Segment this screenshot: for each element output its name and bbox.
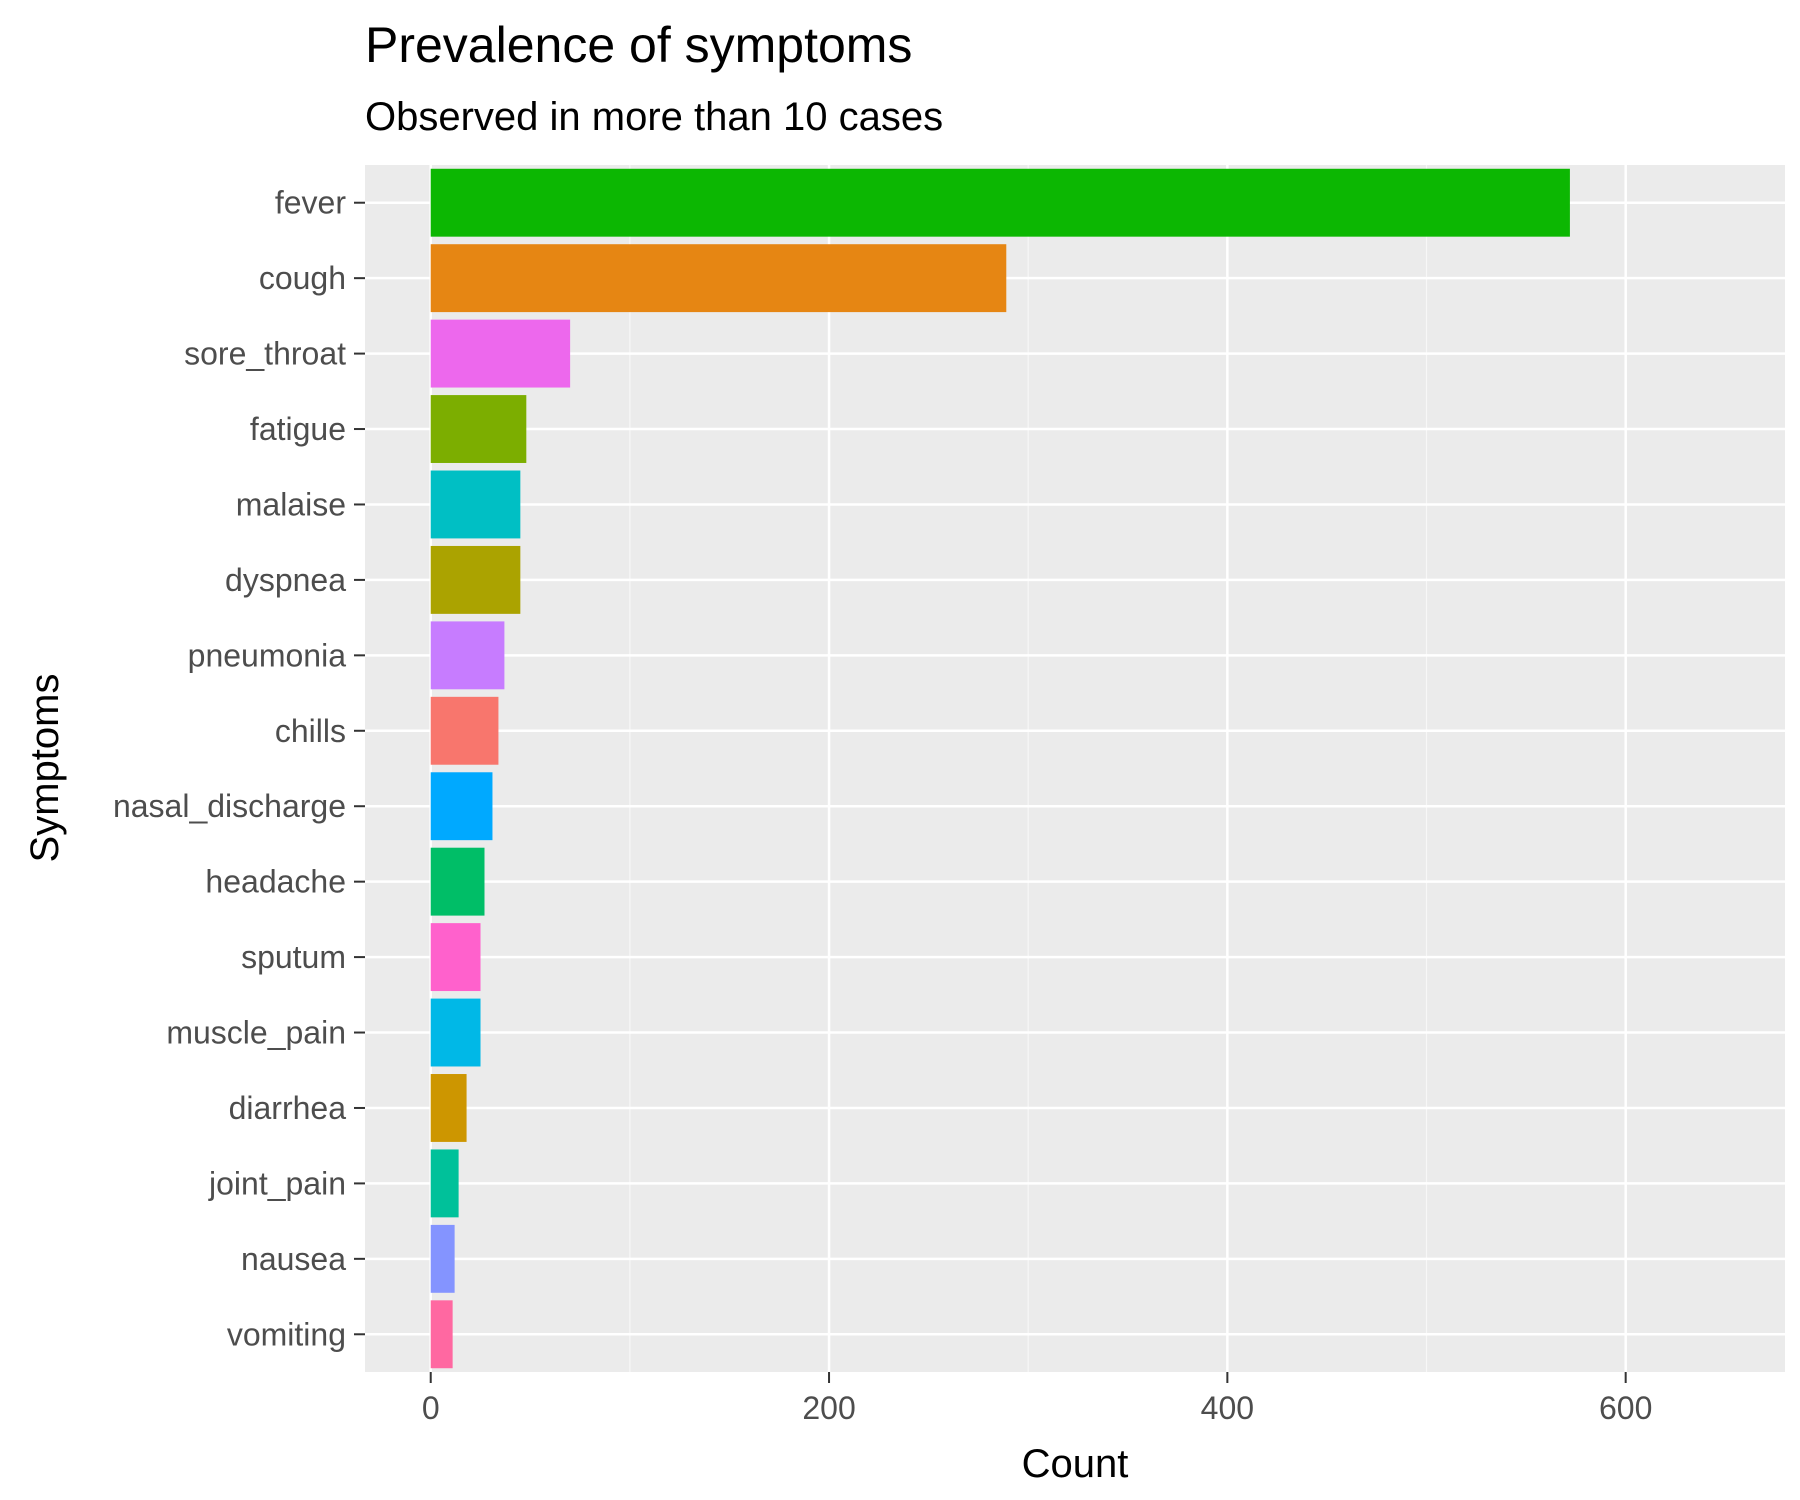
bar-fatigue <box>430 395 527 463</box>
bar-diarrhea <box>430 1074 467 1142</box>
y-tick-label: sore_throat <box>184 336 346 372</box>
bar-fever <box>430 168 1570 237</box>
y-axis-title: Symptoms <box>23 674 67 863</box>
bar-sore_throat <box>430 319 571 388</box>
grid-minor <box>629 165 1428 1372</box>
y-tick-label: chills <box>275 713 346 749</box>
y-tick-label: fatigue <box>250 411 346 447</box>
bars <box>430 168 1570 1369</box>
x-tick-label: 600 <box>1599 1390 1652 1426</box>
y-tick-label: nasal_discharge <box>113 788 346 824</box>
bar-joint_pain <box>430 1149 459 1218</box>
x-axis: 0 200 400 600 <box>422 1372 1652 1426</box>
grid-major <box>365 165 1785 1372</box>
y-tick-label: joint_pain <box>208 1165 346 1201</box>
y-tick-label: nausea <box>241 1241 346 1277</box>
bar-sputum <box>430 923 481 992</box>
bar-dyspnea <box>430 545 521 614</box>
y-tick-label: headache <box>205 864 346 900</box>
plot-panel <box>365 165 1785 1372</box>
y-tick-label: sputum <box>241 939 346 975</box>
bar-pneumonia <box>430 621 505 690</box>
bar-nausea <box>430 1224 455 1293</box>
x-tick-label: 0 <box>422 1390 440 1426</box>
x-axis-title: Count <box>1022 1442 1129 1486</box>
chart-subtitle: Observed in more than 10 cases <box>365 95 943 139</box>
y-tick-label: pneumonia <box>188 637 347 673</box>
y-tick-label: dyspnea <box>225 562 346 598</box>
y-tick-label: muscle_pain <box>166 1015 346 1051</box>
x-tick-label: 400 <box>1201 1390 1254 1426</box>
y-tick-label: diarrhea <box>229 1090 347 1126</box>
y-tick-label: cough <box>259 260 346 296</box>
bar-malaise <box>430 470 521 539</box>
bar-headache <box>430 847 485 916</box>
x-tick-label: 200 <box>802 1390 855 1426</box>
bar-muscle_pain <box>430 998 481 1067</box>
y-tick-label: fever <box>275 185 346 221</box>
chart-title: Prevalence of symptoms <box>365 17 912 73</box>
bar-nasal_discharge <box>430 772 493 841</box>
bar-cough <box>430 244 1007 313</box>
bar-chills <box>430 696 499 765</box>
y-tick-label: malaise <box>236 486 346 522</box>
y-tick-label: vomiting <box>227 1316 346 1352</box>
bar-vomiting <box>430 1300 453 1369</box>
